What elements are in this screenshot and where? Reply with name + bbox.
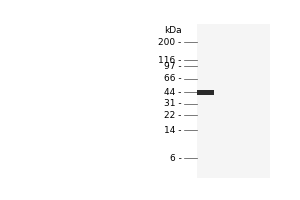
Text: 97 -: 97 - [164,62,182,71]
Text: 6 -: 6 - [170,154,182,163]
Text: 22 -: 22 - [164,111,182,120]
Text: kDa: kDa [164,26,182,35]
Bar [197,94,214,95]
Bar [197,92,214,93]
Text: 44 -: 44 - [164,88,182,97]
Text: 14 -: 14 - [164,126,182,135]
Bar [197,93,214,94]
Text: 66 -: 66 - [164,74,182,83]
Bar [197,90,214,95]
Bar [197,90,214,91]
Text: 200 -: 200 - [158,38,182,47]
Bar [197,91,214,92]
Text: 31 -: 31 - [164,99,182,108]
Text: 116 -: 116 - [158,56,182,65]
Bar [197,24,270,178]
